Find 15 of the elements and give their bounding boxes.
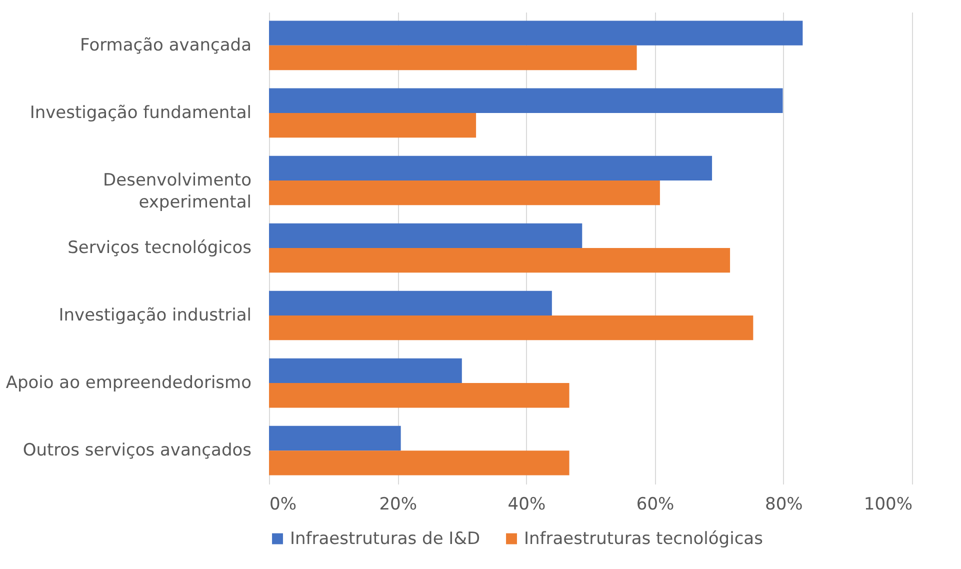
y-tick-label: Investigação fundamental xyxy=(30,102,252,123)
legend-label: Infraestruturas tecnológicas xyxy=(524,528,764,549)
y-tick-label: Investigação industrial xyxy=(58,306,252,326)
y-tick-label: Formação avançada xyxy=(80,35,252,56)
x-tick-label: 20% xyxy=(379,494,417,514)
y-tick-label: Outros serviços avançados xyxy=(22,440,252,461)
y-tick-label: Apoio ao empreendedorismo xyxy=(6,373,252,394)
x-tick-label: 60% xyxy=(636,494,674,514)
legend-label: Infraestruturas de I&D xyxy=(290,528,480,549)
y-tick-label: Desenvolvimento experimental xyxy=(103,170,252,212)
x-tick-label: 100% xyxy=(864,494,912,514)
y-tick-label: Serviços tecnológicos xyxy=(68,238,252,258)
x-tick-label: 40% xyxy=(508,494,546,514)
x-tick-label: 80% xyxy=(765,494,803,514)
x-tick-label: 0% xyxy=(270,494,296,514)
